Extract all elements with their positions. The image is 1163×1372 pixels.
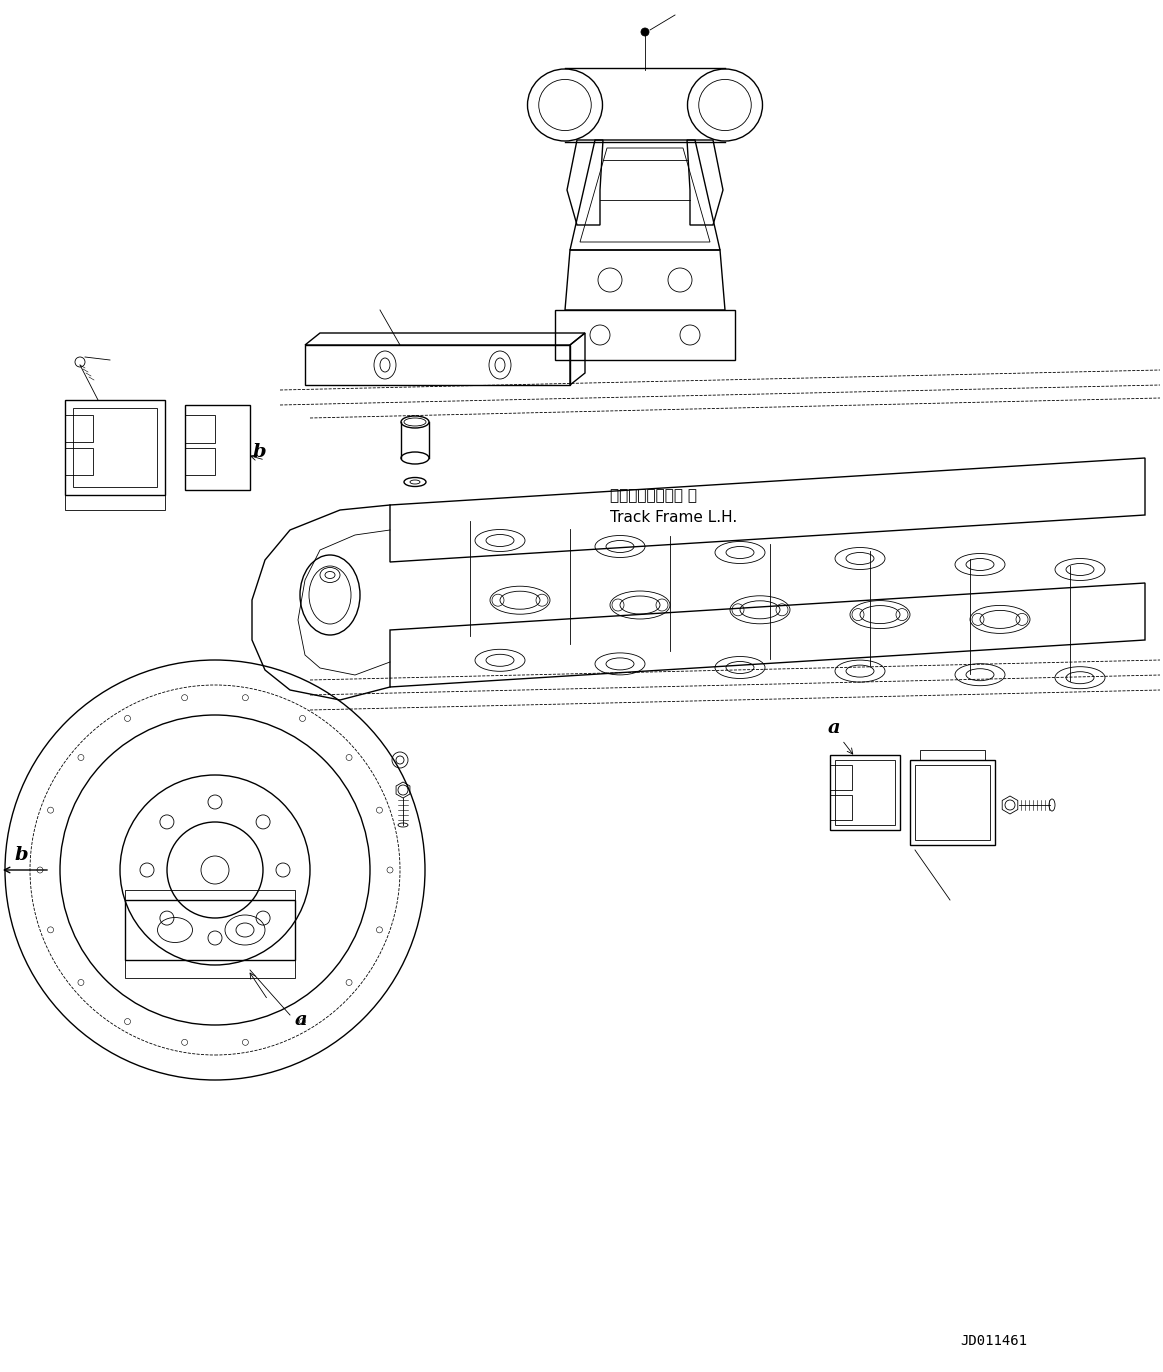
Text: a: a	[828, 719, 841, 737]
Text: a: a	[295, 1011, 308, 1029]
Text: b: b	[15, 847, 29, 864]
Text: JD011461: JD011461	[959, 1334, 1027, 1349]
Text: Track Frame L.H.: Track Frame L.H.	[611, 510, 737, 525]
Circle shape	[641, 27, 649, 36]
Text: b: b	[254, 443, 266, 461]
Text: トラックフレーム 左: トラックフレーム 左	[611, 488, 697, 504]
